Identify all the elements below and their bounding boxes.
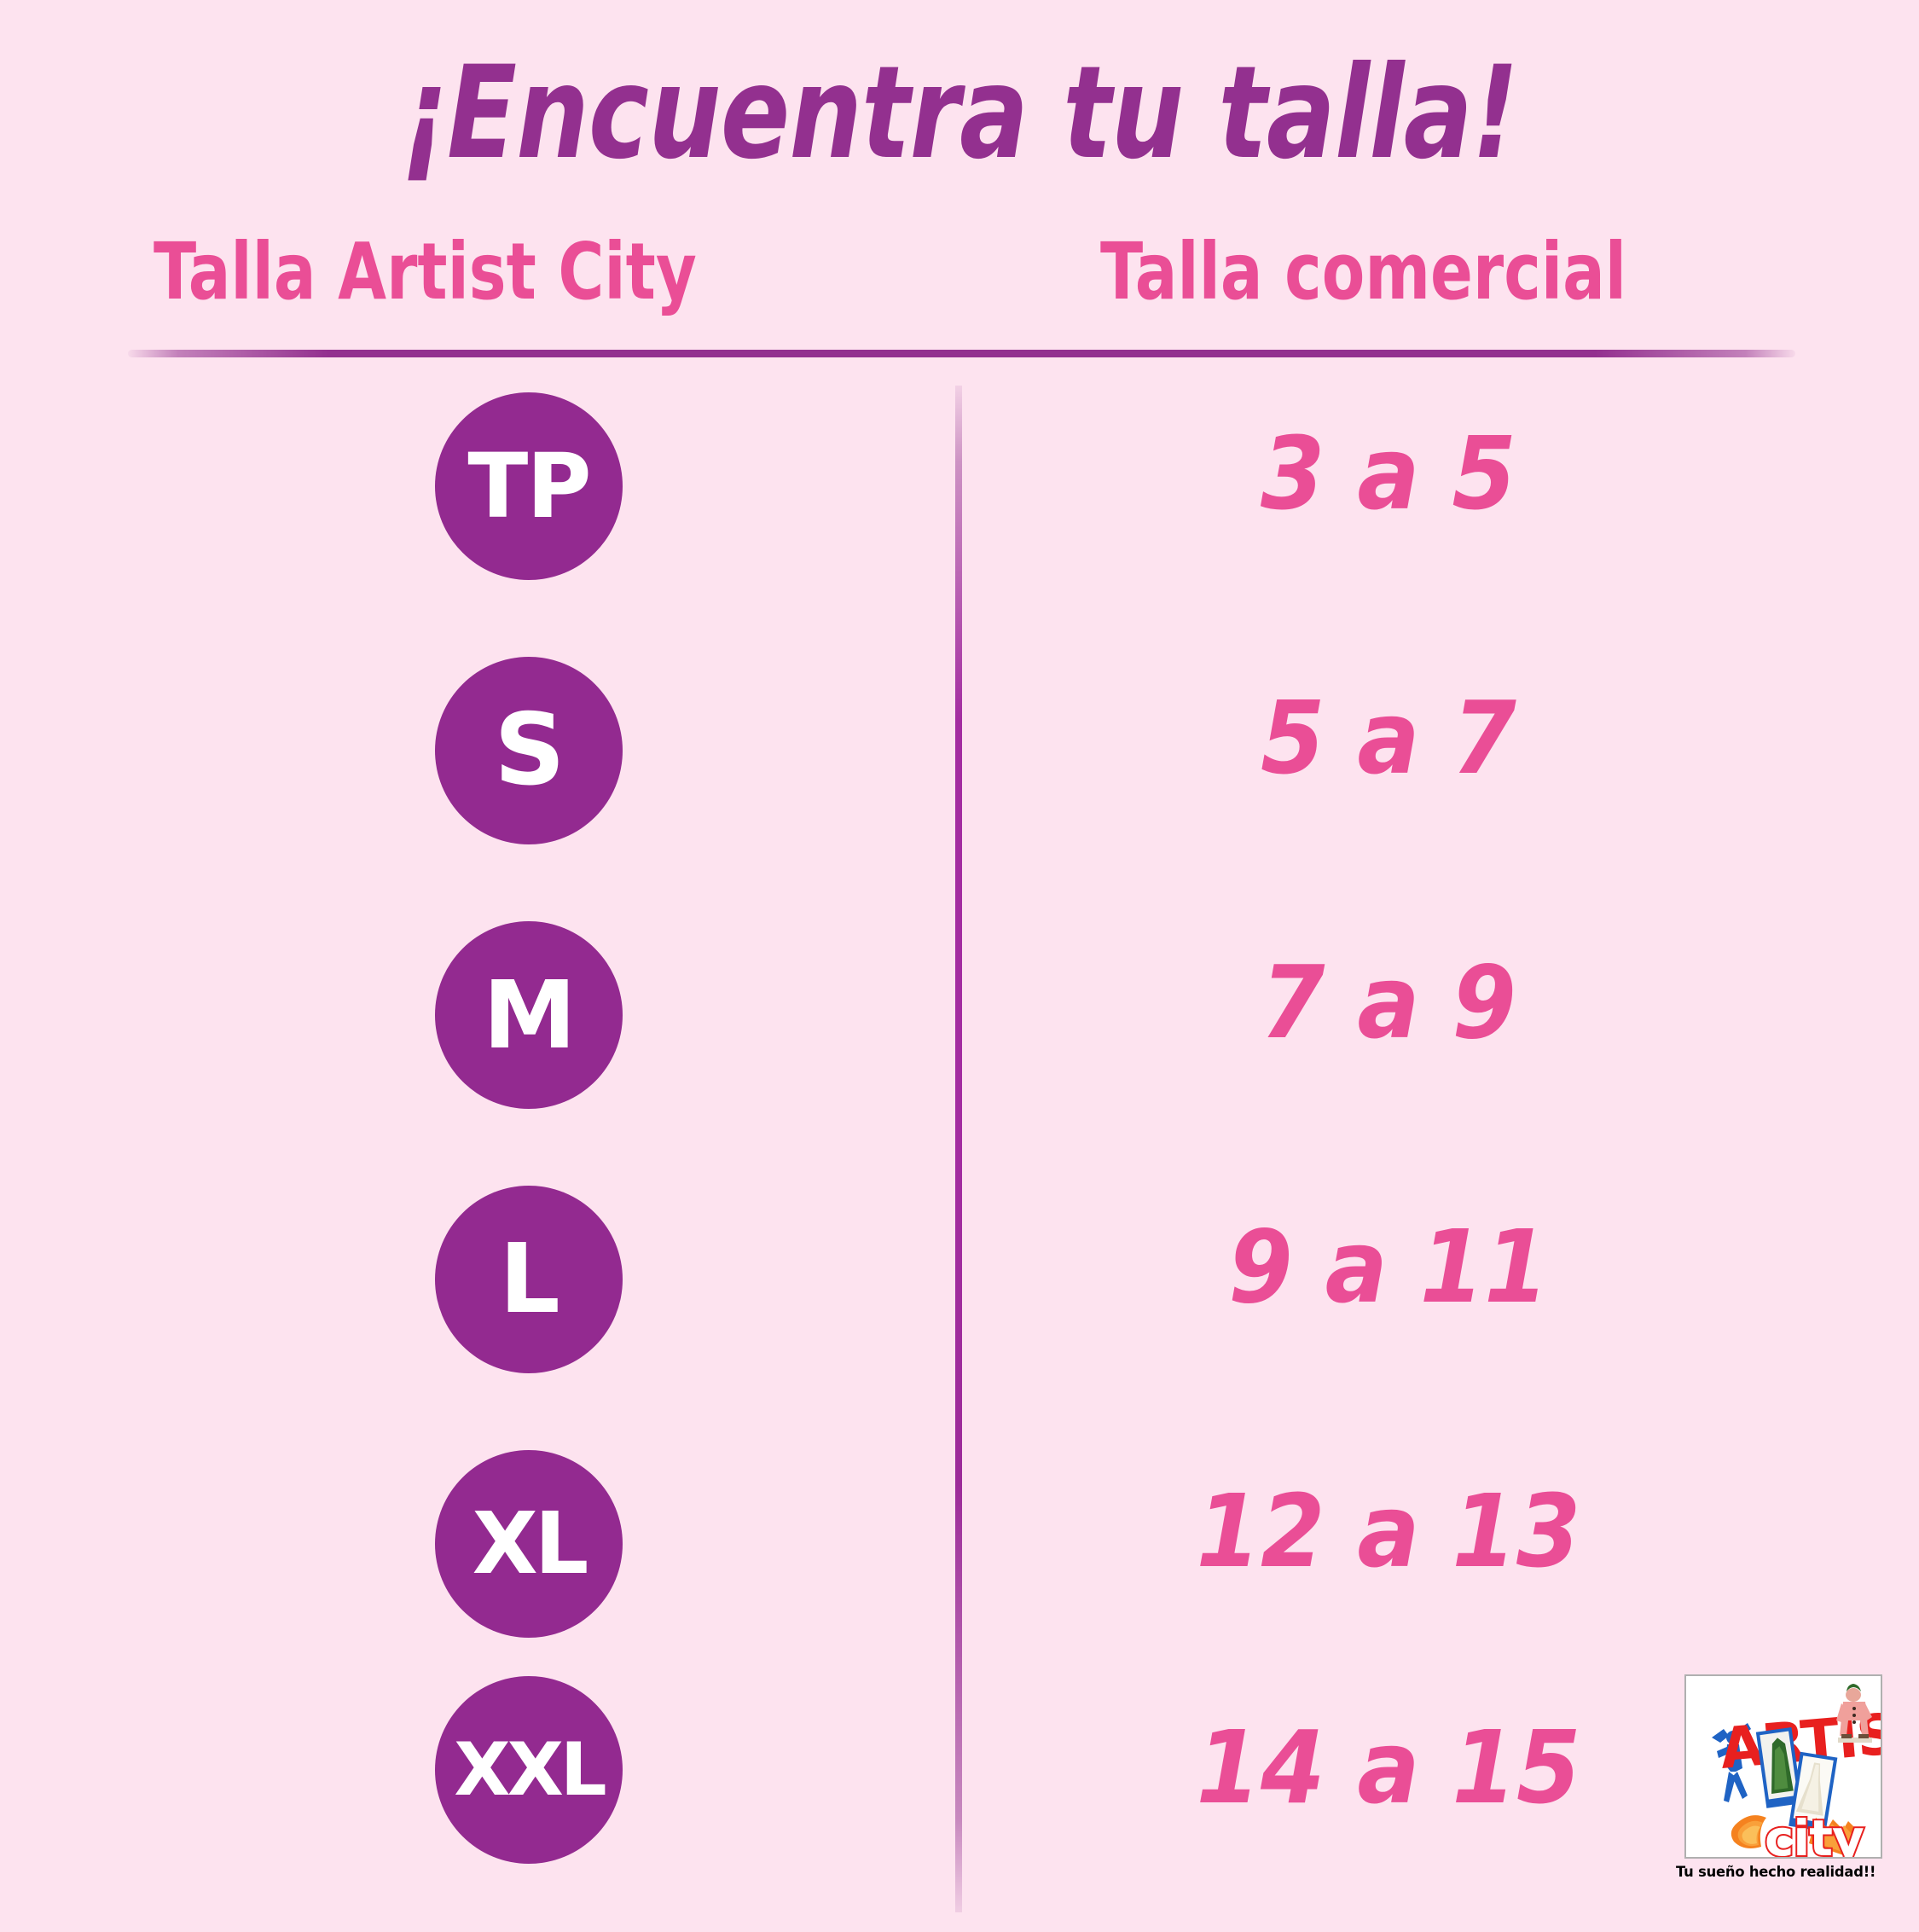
table-row: TP 3 a 5 [0, 392, 1919, 648]
table-row: S 5 a 7 [0, 657, 1919, 913]
artist-city-logo-icon: ARTIST [1712, 1684, 1919, 1869]
size-badge-label: XL [472, 1494, 589, 1593]
brand-logo: ARTIST [1676, 1674, 1919, 1905]
header-divider-line [128, 350, 1795, 357]
table-header-row: Talla Artist City Talla comercial [0, 233, 1919, 327]
column-header-talla-artist-city: Talla Artist City [154, 226, 697, 317]
size-badge-label: S [494, 693, 565, 808]
size-badge-m: M [435, 921, 623, 1109]
svg-text:city: city [1765, 1809, 1864, 1857]
commercial-size-value: 7 a 9 [1261, 943, 1516, 1061]
size-badge-xxl: XXL [435, 1676, 623, 1864]
commercial-size-value: 5 a 7 [1261, 679, 1516, 797]
size-badge-label: M [483, 960, 576, 1070]
size-badge-label: XXL [454, 1727, 606, 1813]
table-row: M 7 a 9 [0, 921, 1919, 1177]
dancer-silhouette-icon [1712, 1723, 1751, 1802]
size-badge-tp: TP [435, 392, 623, 580]
commercial-size-value: 3 a 5 [1261, 415, 1516, 532]
size-badge-label: L [499, 1224, 559, 1335]
photo-tile-green [1755, 1726, 1802, 1808]
table-row: XL 12 a 13 [0, 1450, 1919, 1706]
column-header-talla-comercial: Talla comercial [1100, 226, 1626, 317]
clown-figure-icon [1836, 1684, 1872, 1743]
size-badge-xl: XL [435, 1450, 623, 1638]
table-row: XXL 14 a 15 [0, 1676, 1919, 1932]
table-row: L 9 a 11 [0, 1186, 1919, 1442]
column-divider-line [955, 386, 962, 1912]
logo-frame: ARTIST [1684, 1674, 1919, 1869]
size-badge-s: S [435, 657, 623, 844]
commercial-size-value: 14 a 15 [1196, 1709, 1581, 1826]
size-badge-label: TP [467, 434, 591, 538]
page-title: ¡Encuentra tu talla! [401, 39, 1518, 188]
city-wordmark: city [1763, 1807, 1866, 1869]
photo-tile-gown [1789, 1751, 1838, 1832]
commercial-size-value: 12 a 13 [1196, 1472, 1581, 1590]
brush-stroke-decoration [1731, 1815, 1860, 1859]
logo-tagline: Tu sueño hecho realidad!! [1676, 1864, 1876, 1881]
commercial-size-value: 9 a 11 [1228, 1208, 1549, 1326]
size-badge-l: L [435, 1186, 623, 1373]
